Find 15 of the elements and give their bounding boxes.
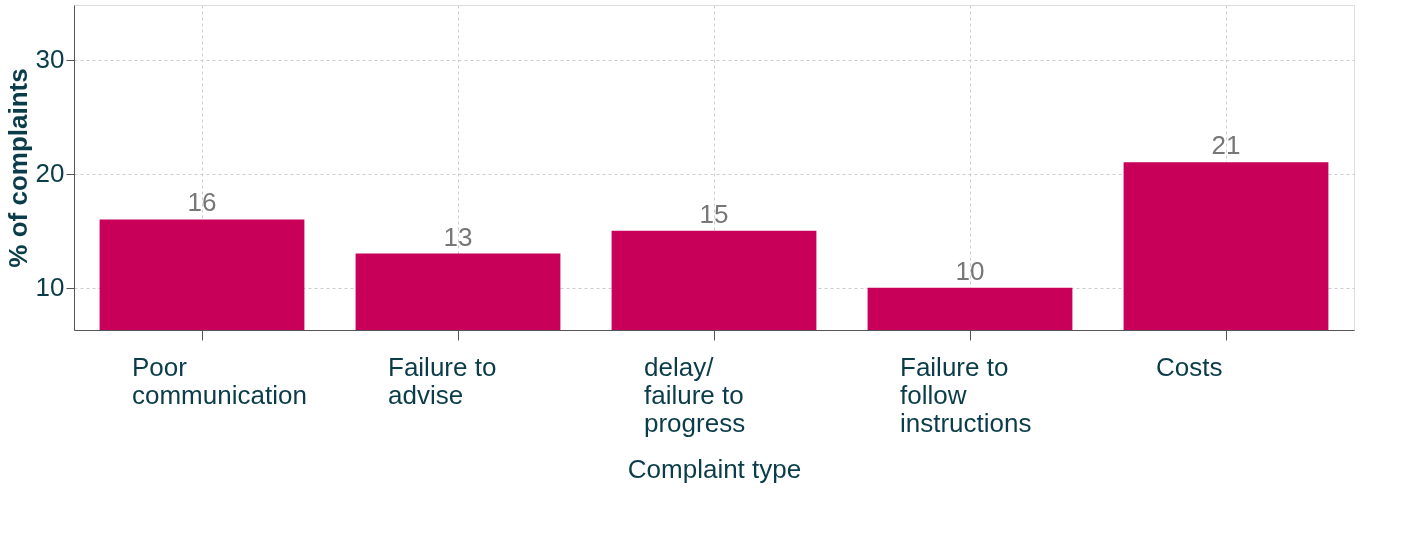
data-label: 13 — [443, 221, 473, 252]
x-tick-label: Poor communication — [132, 351, 307, 410]
data-label: 16 — [187, 187, 217, 218]
y-tick-label: 20 — [35, 158, 65, 189]
x-tick-label: Failure to advise — [388, 351, 497, 410]
data-label: 10 — [955, 255, 985, 286]
x-tick-label: delay/ failure to progress — [644, 351, 746, 438]
y-tick-label: 10 — [35, 272, 65, 303]
x-tick-label: Failure to follow instructions — [900, 351, 1032, 438]
y-tick-label: 30 — [35, 44, 65, 75]
y-axis-title: % of complaints — [2, 68, 33, 268]
data-label: 21 — [1211, 130, 1241, 161]
x-axis-title: Complaint type — [627, 453, 802, 484]
x-tick-label: Costs — [1156, 351, 1223, 382]
data-label: 15 — [699, 198, 729, 229]
